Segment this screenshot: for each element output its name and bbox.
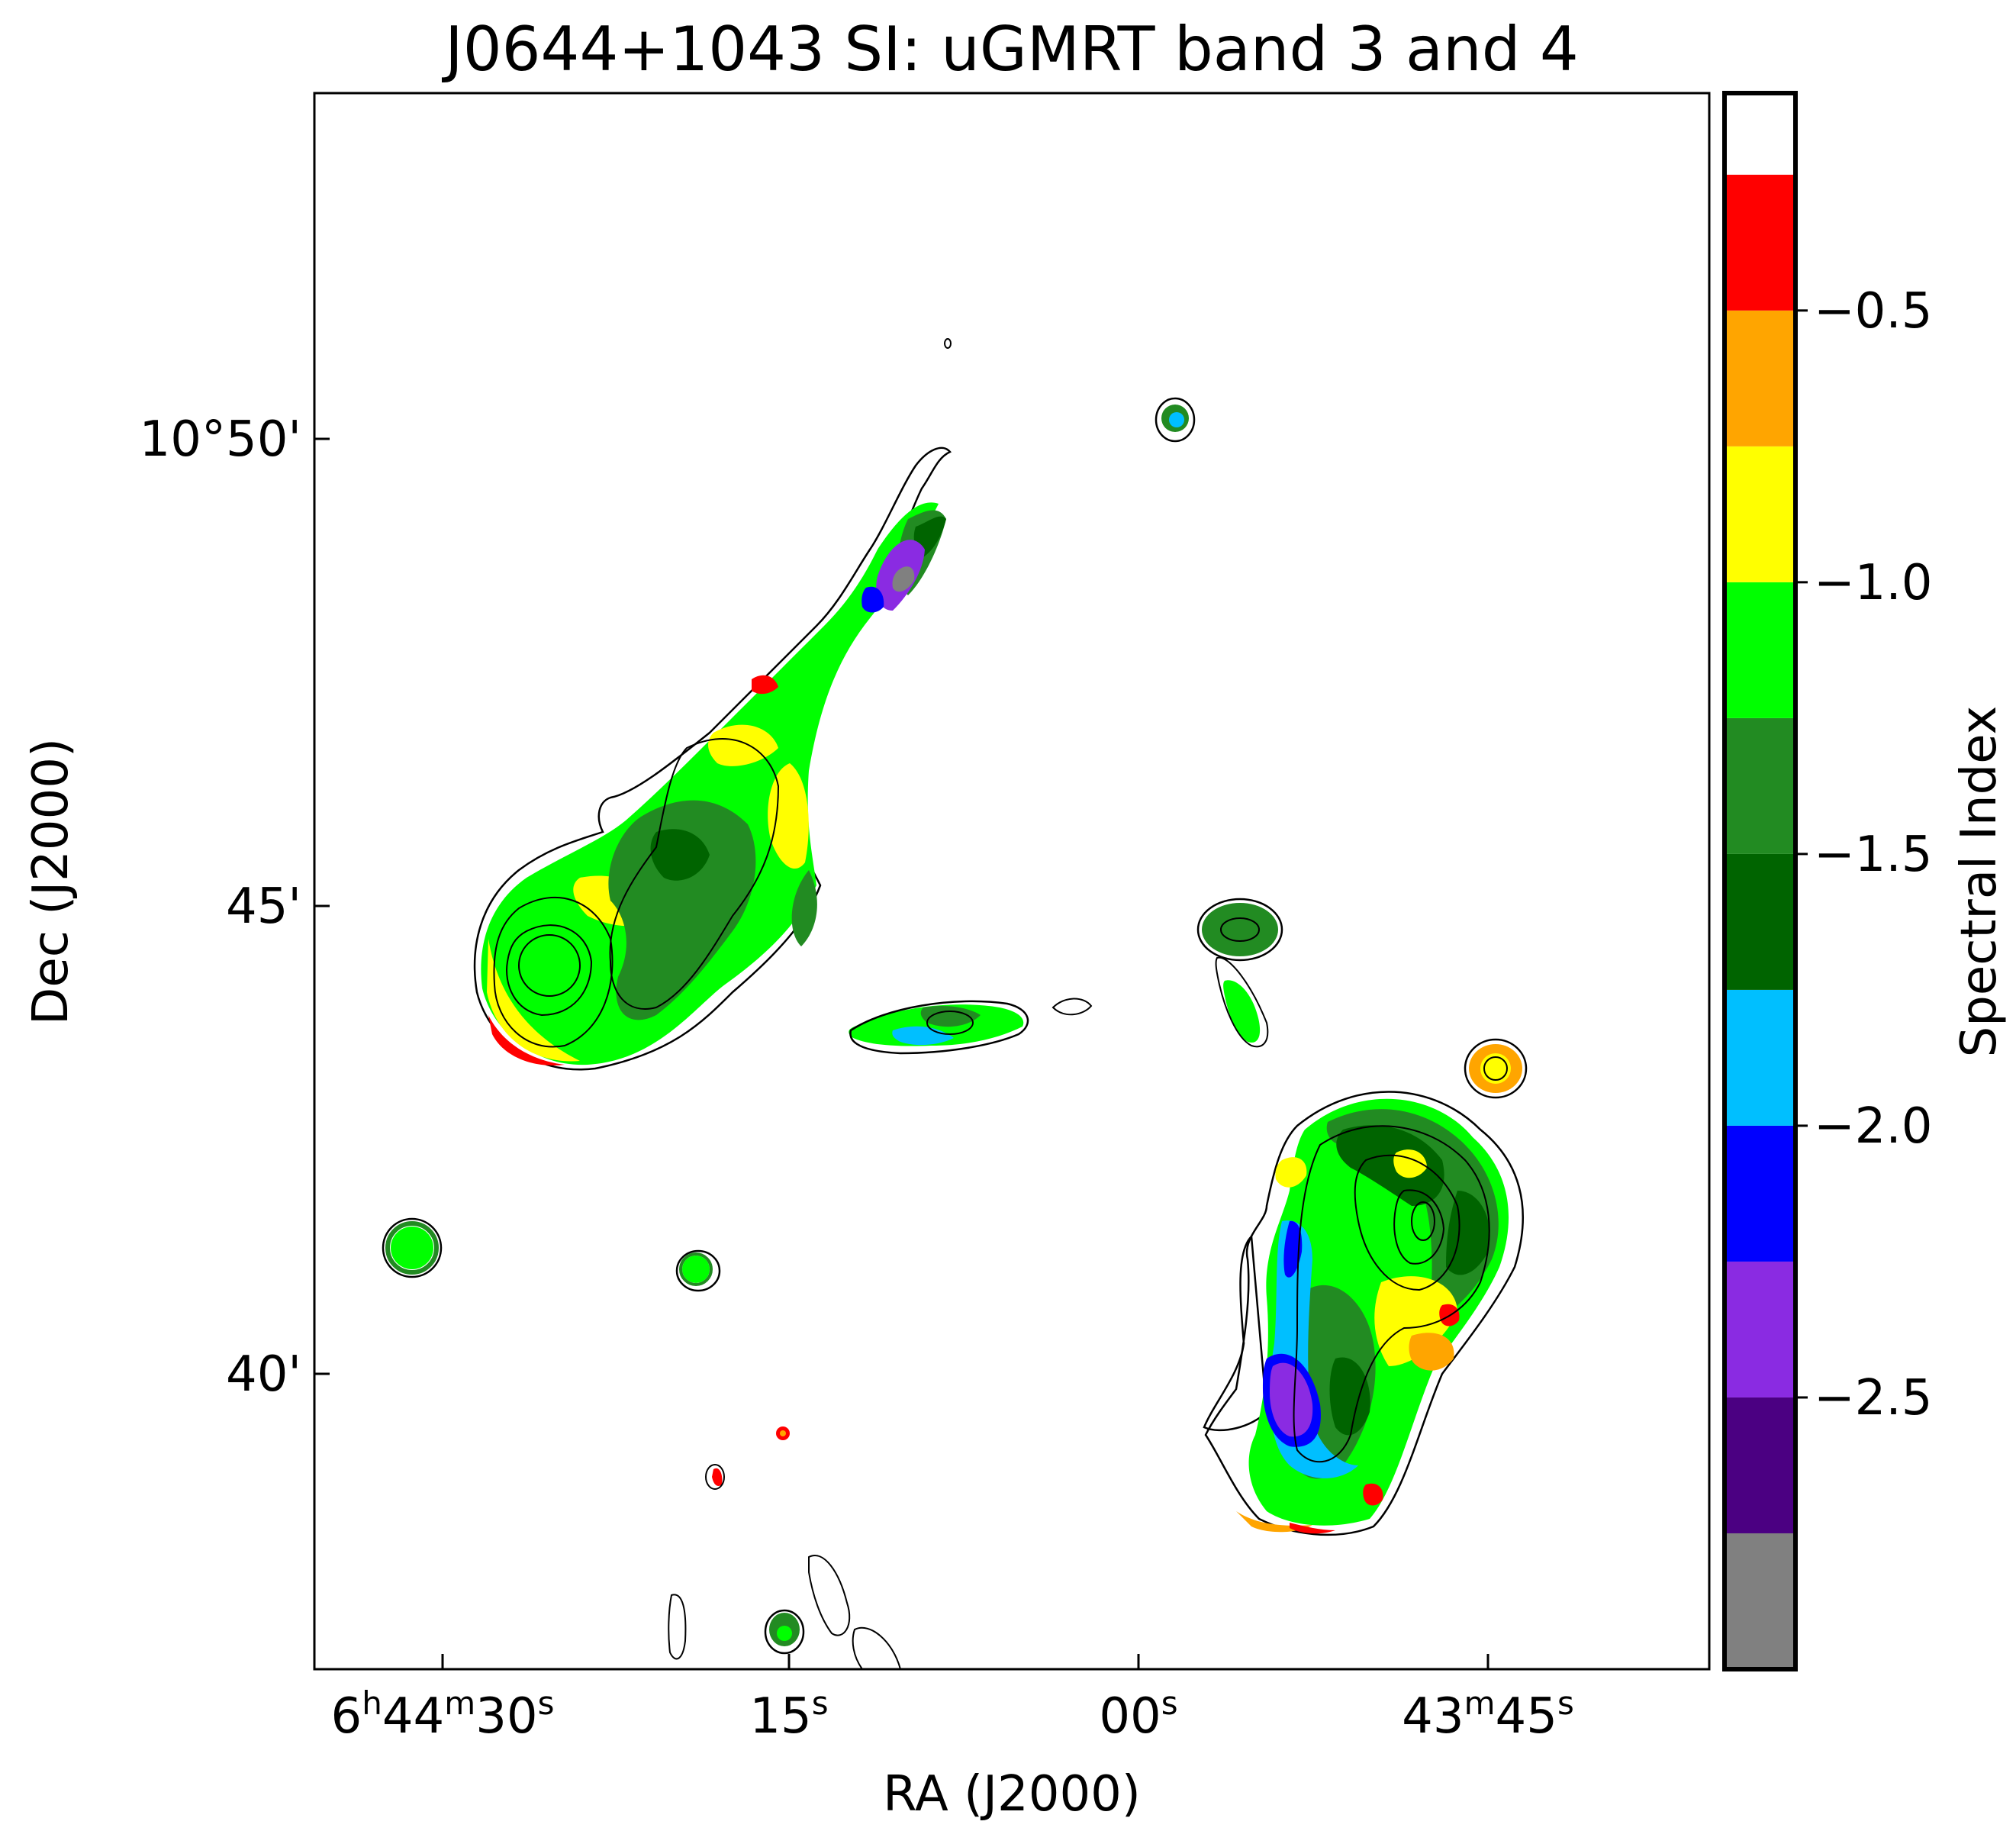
contour-central-outer <box>849 1000 1029 1055</box>
colorbar-bin-0 <box>1725 1533 1795 1669</box>
contour-sw-compact <box>675 1249 721 1292</box>
source-north-compact <box>944 338 1196 443</box>
source-compact-east <box>1196 898 1283 1048</box>
colorbar-tick-label: −2.5 <box>1814 1370 1932 1426</box>
contour-speck-2 <box>705 1464 725 1490</box>
contour-core-north <box>518 934 581 997</box>
colorbar: −0.5 −1.0 −1.5 −2.0 −2.5 Spectral Index <box>1722 91 2008 1671</box>
plot-area <box>313 92 1711 1671</box>
colorbar-label: Spectral Index <box>1951 706 2008 1058</box>
contour-inner-north-1 <box>609 738 780 1010</box>
colorbar-tick-label: −0.5 <box>1814 283 1932 340</box>
si-fill-north-forest <box>650 516 946 881</box>
si-fill-central-darkgreen <box>920 1006 981 1027</box>
contour-south-west-lobe <box>1203 1234 1268 1432</box>
contour-central-tail <box>1051 998 1093 1016</box>
contour-south-outer <box>1204 1091 1524 1536</box>
chart-title: J0644+1043 SI: uGMRT band 3 and 4 <box>441 14 1579 85</box>
si-fill-south-darkgreen <box>1329 1125 1490 1436</box>
si-fill-speck-1-core <box>780 1430 786 1436</box>
source-south-specks <box>668 1426 902 1669</box>
source-south-extended <box>1203 1091 1524 1536</box>
colorbar-frame <box>1722 91 1798 1671</box>
si-fill-compact-east <box>1202 903 1278 956</box>
si-fill-sw-compact <box>682 1256 710 1283</box>
contour-bottom-2 <box>668 1594 687 1660</box>
colorbar-bin-10 <box>1725 174 1795 311</box>
si-fill-north-yellow <box>487 724 809 1062</box>
plot-frame <box>313 92 1711 1671</box>
contour-inner-north-2 <box>493 896 613 1048</box>
colorbar-bin-3 <box>1725 1125 1795 1262</box>
contour-compact-east-inner <box>1220 917 1260 942</box>
contour-compact-east-outer <box>1196 898 1283 962</box>
contour-south-inner-1 <box>1293 1125 1490 1463</box>
colorbar-bin-8 <box>1725 446 1795 582</box>
contour-inner-north-3 <box>506 924 593 1017</box>
x-axis-label: RA (J2000) <box>883 1766 1141 1823</box>
y-axis-label: Dec (J2000) <box>23 738 79 1025</box>
contour-north-speck <box>944 338 952 349</box>
contour-south-inner-3 <box>1393 1189 1445 1265</box>
si-fill-speck-2 <box>712 1468 723 1486</box>
si-fill-south-purple <box>1270 1362 1313 1437</box>
colorbar-tick-label: −1.0 <box>1814 555 1932 611</box>
colorbar-tick-label: −2.0 <box>1814 1098 1932 1155</box>
contour-compact-east-tail <box>1215 956 1269 1048</box>
colorbar-bin-6 <box>1725 717 1795 854</box>
si-fill-sw-compact-ring <box>679 1252 713 1286</box>
contour-bottom-1 <box>808 1555 851 1636</box>
y-tick-label: 10°50' <box>140 411 301 468</box>
contour-north-compact <box>1155 397 1196 443</box>
si-fill-speck-3-core <box>777 1626 792 1641</box>
contour-east-compact-inner <box>1483 1056 1508 1081</box>
source-east-compact <box>1464 1038 1528 1099</box>
y-tick-label: 45' <box>226 878 301 935</box>
si-fill-west-compact-ring <box>385 1221 439 1275</box>
source-sw-compact <box>675 1249 721 1292</box>
source-west-compact <box>382 1217 443 1278</box>
x-axis: 6h44m30s 15s 00s 43m45s RA (J2000) <box>330 1654 1574 1823</box>
y-tick-label: 40' <box>226 1346 301 1403</box>
si-fill-central-cyan <box>892 1026 954 1046</box>
colorbar-bin-5 <box>1725 853 1795 990</box>
x-tick-label: 00s <box>1099 1684 1177 1745</box>
contour-speck-3 <box>764 1609 805 1655</box>
si-fill-compact-east-tail <box>1223 980 1261 1043</box>
source-central <box>849 998 1093 1055</box>
colorbar-bin-7 <box>1725 582 1795 718</box>
source-north-tail <box>473 446 952 1071</box>
colorbar-ticks: −0.5 −1.0 −1.5 −2.0 −2.5 <box>1795 283 1932 1426</box>
x-tick-label: 6h44m30s <box>330 1684 554 1745</box>
contour-central-inner <box>926 1011 974 1035</box>
contour-east-compact-outer <box>1464 1038 1528 1099</box>
contour-south-core <box>1411 1201 1435 1241</box>
si-fill-north-grey <box>892 566 915 592</box>
si-fill-south-red <box>1290 1304 1460 1534</box>
contour-west-compact <box>382 1217 443 1278</box>
si-fill-north-darkgreen <box>608 510 946 1020</box>
colorbar-bin-2 <box>1725 1261 1795 1397</box>
si-fill-north-blue <box>861 586 884 613</box>
colorbar-bin-1 <box>1725 1397 1795 1533</box>
si-fill-south-orange <box>1236 1333 1454 1533</box>
contour-south-inner-2 <box>1354 1154 1460 1291</box>
colorbar-bins <box>1725 93 1795 1669</box>
colorbar-bin-4 <box>1725 989 1795 1126</box>
si-fill-north-green <box>481 502 939 1065</box>
y-axis: 10°50' 45' 40' Dec (J2000) <box>23 411 330 1403</box>
colorbar-tick-label: −1.5 <box>1814 827 1932 883</box>
colorbar-bin-9 <box>1725 310 1795 446</box>
si-fill-south-yellow <box>1275 1149 1457 1366</box>
spectral-index-map <box>382 338 1528 1669</box>
colorbar-bin-11 <box>1725 93 1795 175</box>
si-fill-west-compact <box>391 1227 433 1269</box>
x-tick-label: 43m45s <box>1402 1684 1574 1745</box>
x-tick-label: 15s <box>749 1684 828 1745</box>
si-fill-north-compact-core <box>1169 412 1184 427</box>
